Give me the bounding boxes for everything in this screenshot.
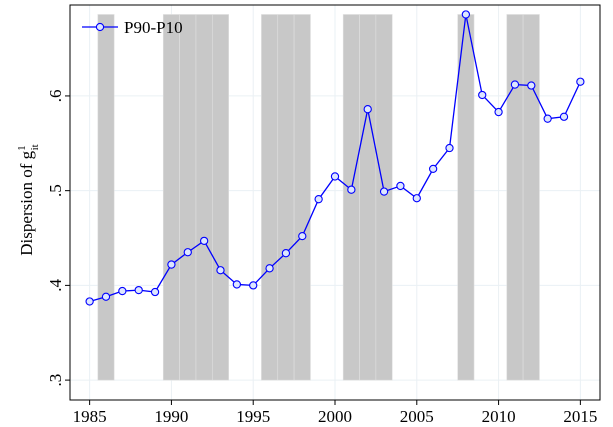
data-point bbox=[232, 280, 242, 289]
y-tick-label: .5 bbox=[46, 184, 65, 197]
data-point bbox=[576, 77, 585, 86]
data-point bbox=[150, 287, 160, 297]
data-point bbox=[494, 107, 503, 117]
data-point bbox=[543, 114, 552, 123]
data-point bbox=[445, 143, 454, 153]
y-axis-label-sup: 1 bbox=[16, 145, 28, 151]
legend-label: P90-P10 bbox=[124, 18, 183, 37]
data-point bbox=[199, 236, 209, 246]
x-tick-label: 2005 bbox=[400, 407, 434, 426]
data-point bbox=[281, 249, 291, 258]
y-axis-label-main: Dispersion of g bbox=[17, 150, 36, 255]
data-point bbox=[167, 260, 176, 269]
shaded-band bbox=[162, 14, 180, 381]
data-point bbox=[396, 181, 405, 191]
data-point bbox=[559, 112, 569, 121]
x-tick-label: 2015 bbox=[563, 407, 597, 426]
data-point bbox=[216, 266, 225, 275]
data-point bbox=[330, 172, 340, 181]
y-tick-label: .4 bbox=[46, 279, 65, 292]
data-point bbox=[118, 286, 127, 296]
x-tick-label: 1990 bbox=[154, 407, 188, 426]
shaded-band bbox=[359, 14, 377, 381]
shaded-band bbox=[212, 14, 229, 381]
shaded-band bbox=[179, 14, 197, 381]
data-point bbox=[314, 195, 323, 204]
data-point bbox=[101, 292, 111, 301]
x-tick-label: 2010 bbox=[482, 407, 516, 426]
legend-marker bbox=[95, 22, 105, 32]
data-point bbox=[183, 248, 192, 257]
data-point bbox=[265, 264, 274, 273]
data-point bbox=[298, 231, 307, 241]
data-point bbox=[85, 297, 94, 306]
y-tick-label: .6 bbox=[46, 90, 65, 103]
shaded-band bbox=[522, 14, 540, 381]
data-point bbox=[461, 10, 471, 19]
x-tick-label: 1985 bbox=[73, 407, 107, 426]
shaded-band bbox=[97, 14, 115, 381]
shaded-band bbox=[277, 14, 295, 381]
shaded-band bbox=[293, 14, 311, 381]
data-point bbox=[347, 185, 356, 194]
data-point bbox=[363, 105, 372, 114]
data-point bbox=[134, 285, 143, 295]
data-point bbox=[379, 187, 389, 196]
data-point bbox=[527, 81, 536, 90]
y-tick-label: .3 bbox=[46, 374, 65, 387]
shaded-band bbox=[375, 14, 393, 381]
x-tick-label: 2000 bbox=[318, 407, 352, 426]
data-point bbox=[428, 164, 438, 174]
shaded-band bbox=[261, 14, 279, 381]
shaded-band bbox=[457, 14, 475, 381]
data-point bbox=[478, 90, 487, 100]
data-point bbox=[510, 80, 520, 89]
data-point bbox=[412, 194, 421, 203]
shaded-band bbox=[195, 14, 213, 381]
data-point bbox=[249, 281, 258, 290]
y-axis-label: Dispersion of g1it bbox=[16, 144, 41, 255]
x-tick-label: 1995 bbox=[236, 407, 270, 426]
y-axis-label-sub: it bbox=[29, 144, 41, 150]
shaded-band bbox=[506, 14, 524, 381]
shaded-band bbox=[342, 14, 360, 381]
